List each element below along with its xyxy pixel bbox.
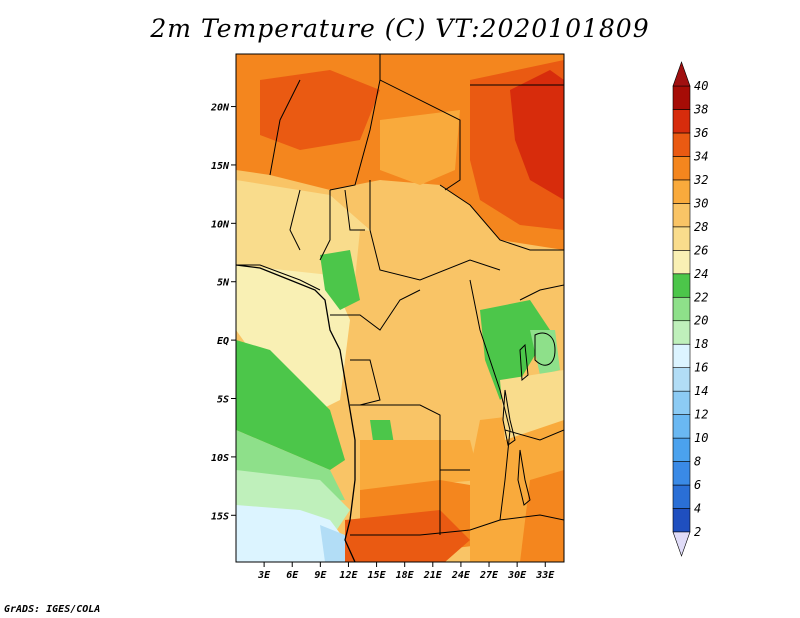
colorbar-label: 28 — [694, 220, 708, 234]
colorbar-label: 38 — [693, 102, 708, 116]
colorbar-band — [672, 390, 691, 415]
y-tick-label: 15S — [211, 511, 229, 522]
colorbar-band — [672, 296, 691, 322]
colorbar-label: 12 — [694, 408, 708, 422]
colorbar-band — [672, 250, 691, 275]
y-tick-label: 5S — [217, 395, 229, 406]
map-frame — [235, 53, 565, 563]
colorbar-label: 26 — [694, 243, 708, 257]
region-cameroon-highlands — [320, 250, 360, 310]
country-borders — [236, 54, 564, 536]
x-tick-label: 33E — [535, 570, 555, 581]
colorbar-label: 2 — [694, 525, 701, 539]
y-tick-label: EQ — [217, 336, 229, 347]
x-tick-label: 12E — [339, 570, 358, 581]
x-tick-label: 27E — [479, 570, 499, 581]
colorbar-label: 10 — [694, 431, 708, 445]
region-kalahari-very-hot — [345, 510, 470, 562]
colorbar-over-triangle — [672, 61, 691, 87]
y-tick-label: 10N — [211, 219, 230, 230]
region-sahara-very-hot — [260, 70, 380, 150]
x-tick-label: 9E — [314, 570, 327, 581]
region-angola-warm — [360, 440, 480, 490]
colorbar-band — [672, 367, 691, 392]
y-tick-label: 10S — [211, 453, 229, 464]
y-tick-label: 5N — [217, 278, 230, 289]
x-axis: 3E 6E 9E 12E 15E 18E 21E 24E 27E 30E 33E — [257, 562, 555, 581]
region-sahara-mid — [380, 110, 460, 185]
y-tick-label: 20N — [210, 103, 230, 114]
colorbar-label: 32 — [693, 173, 708, 187]
region-benguela-cool — [236, 505, 345, 562]
colorbar-label: 8 — [694, 455, 701, 469]
x-tick-label: 18E — [396, 570, 415, 581]
colorbar-band — [672, 85, 691, 110]
colorbar-label: 16 — [694, 361, 708, 375]
colorbar-label: 6 — [694, 478, 701, 492]
colorbar-label: 34 — [693, 149, 708, 163]
region-ocean-north — [236, 265, 350, 420]
footer-credit: GrADS: IGES/COLA — [4, 604, 101, 615]
colorbar-band — [672, 343, 691, 368]
colorbar-band — [672, 484, 691, 509]
colorbar-band — [672, 461, 691, 486]
colorbar-under-triangle — [672, 531, 691, 557]
x-tick-label: 21E — [423, 570, 443, 581]
region-lake-victoria — [530, 330, 560, 375]
region-east-highlands — [480, 300, 550, 400]
y-axis: 20N 15N 10N 5N EQ 5S 10S 15S — [210, 103, 236, 522]
x-tick-label: 15E — [368, 570, 387, 581]
colorbar-label: 4 — [694, 502, 701, 516]
region-central-basin — [350, 230, 520, 430]
coastline — [236, 264, 356, 562]
colorbar-band — [672, 203, 691, 228]
region-sudan-extreme — [510, 70, 564, 200]
colorbar-label: 14 — [694, 384, 708, 398]
colorbar-band — [672, 179, 691, 204]
region-ocean-mid — [236, 340, 345, 470]
colorbar-band — [672, 156, 691, 181]
map-area — [236, 54, 564, 562]
x-tick-label: 3E — [257, 570, 271, 581]
colorbar-band — [672, 109, 691, 134]
colorbar-label: 30 — [693, 196, 708, 210]
colorbar-band — [672, 437, 691, 462]
colorbar-band — [672, 320, 691, 345]
x-tick-label: 6E — [286, 570, 299, 581]
colorbar-label: 36 — [693, 126, 708, 140]
colorbar-label: 40 — [694, 79, 708, 93]
colorbar-band — [672, 132, 691, 157]
colorbar-band — [672, 414, 691, 439]
x-tick-label: 24E — [451, 570, 471, 581]
region-tanzania-warm — [500, 370, 564, 440]
colorbar-band — [672, 508, 691, 533]
x-tick-label: 30E — [507, 570, 527, 581]
colorbar-band — [672, 273, 691, 298]
region-southeast-hot — [520, 470, 564, 562]
lakes — [502, 332, 556, 506]
colorbar-label: 20 — [694, 314, 708, 328]
colorbar-label: 24 — [694, 267, 708, 281]
chart-title: 2m Temperature (C) VT:2020101809 — [150, 14, 650, 43]
colorbar-band — [672, 226, 691, 251]
colorbar-label: 18 — [694, 337, 708, 351]
y-tick-label: 15N — [211, 161, 230, 172]
colorbar-label: 22 — [694, 290, 708, 304]
